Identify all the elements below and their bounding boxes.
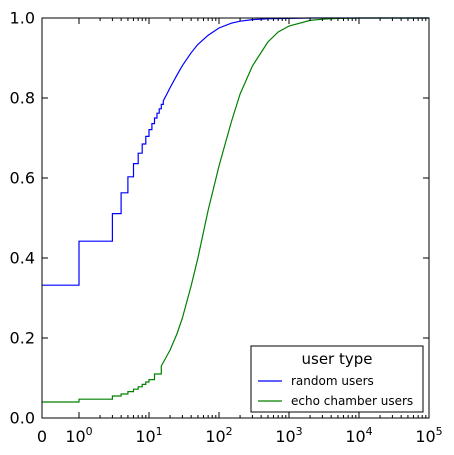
y-tick-label: 0.0: [10, 409, 35, 428]
x-tick-label: 102: [205, 425, 232, 446]
legend-label-random-users: random users: [291, 374, 374, 388]
x-tick-label: 103: [275, 425, 302, 446]
y-tick-label: 0.6: [10, 169, 35, 188]
x-tick-label: 101: [135, 425, 162, 446]
series-layer: [42, 17, 429, 403]
plot-area-frame: [41, 17, 430, 419]
x-tick-label: 100: [65, 425, 92, 446]
y-tick-label: 0.8: [10, 89, 35, 108]
axis-ticks: 0.0 0.2 0.4 0.6 0.8 1.0 0 100 101 102 103 104 105: [10, 9, 443, 447]
x-tick-label: 0: [37, 427, 47, 446]
y-tick-label: 0.4: [10, 249, 35, 268]
legend-label-echo-chamber-users: echo chamber users: [291, 394, 413, 408]
y-tick-label: 0.2: [10, 329, 35, 348]
series-line-random-users: [42, 17, 429, 286]
series-line-echo-chamber-users: [42, 17, 429, 403]
legend: user type random users echo chamber user…: [250, 345, 424, 413]
x-tick-label: 105: [415, 425, 442, 446]
legend-title: user type: [302, 350, 373, 368]
y-tick-label: 1.0: [10, 9, 35, 28]
x-tick-label: 104: [345, 425, 372, 446]
